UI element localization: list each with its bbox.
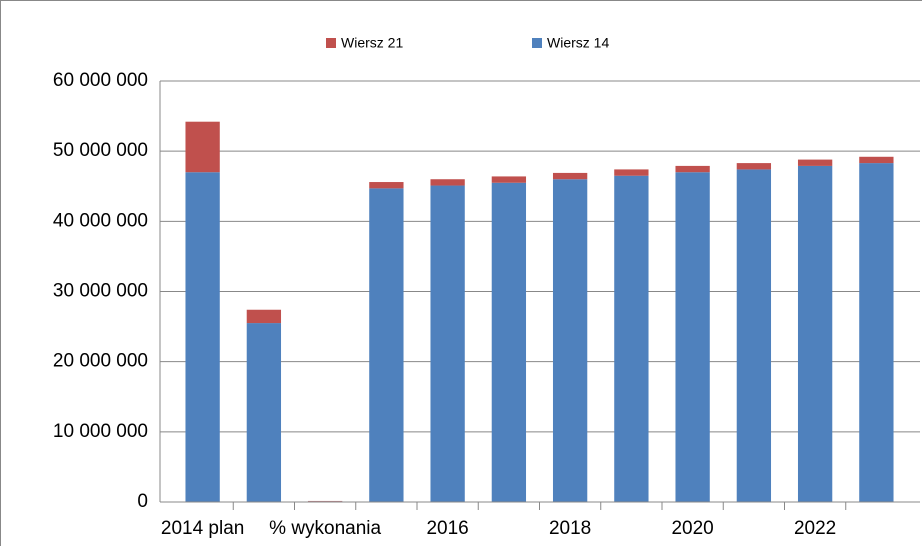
bar bbox=[736, 169, 772, 502]
bar bbox=[675, 165, 710, 173]
y-tick-label: 40 000 000 bbox=[53, 210, 148, 231]
x-tick-label: 2022 bbox=[794, 518, 836, 539]
bar bbox=[859, 156, 894, 164]
legend-label: Wiersz 21 bbox=[341, 35, 403, 51]
bar bbox=[430, 185, 465, 502]
bar bbox=[675, 172, 710, 502]
y-tick-label: 20 000 000 bbox=[53, 351, 148, 372]
x-tick-label: 2018 bbox=[549, 518, 591, 539]
y-tick-label: 30 000 000 bbox=[53, 281, 148, 302]
bar bbox=[246, 323, 282, 502]
bar bbox=[369, 188, 404, 503]
bar bbox=[859, 163, 894, 502]
x-tick-label: 2014 plan bbox=[161, 518, 244, 539]
legend-swatch bbox=[326, 38, 336, 48]
bar bbox=[185, 172, 220, 502]
bar bbox=[369, 182, 404, 189]
x-tick-label: 2016 bbox=[426, 518, 468, 539]
y-tick-label: 50 000 000 bbox=[53, 140, 148, 161]
bar bbox=[491, 176, 527, 183]
y-tick-label: 10 000 000 bbox=[53, 421, 148, 442]
bar bbox=[491, 182, 527, 502]
bar bbox=[797, 165, 833, 502]
bar bbox=[552, 179, 588, 502]
bar bbox=[430, 179, 465, 186]
bar bbox=[797, 159, 833, 166]
y-tick-label: 0 bbox=[137, 491, 148, 512]
legend-swatch bbox=[532, 38, 542, 48]
bar bbox=[614, 175, 649, 502]
x-tick-label: 2020 bbox=[671, 518, 713, 539]
legend-label: Wiersz 14 bbox=[547, 35, 609, 51]
bar bbox=[185, 121, 220, 173]
bar bbox=[552, 172, 588, 180]
y-tick-label: 60 000 000 bbox=[53, 70, 148, 91]
bar bbox=[246, 309, 282, 324]
bar bbox=[614, 169, 649, 176]
bar bbox=[736, 163, 772, 170]
x-tick-label: % wykonania bbox=[269, 518, 381, 539]
